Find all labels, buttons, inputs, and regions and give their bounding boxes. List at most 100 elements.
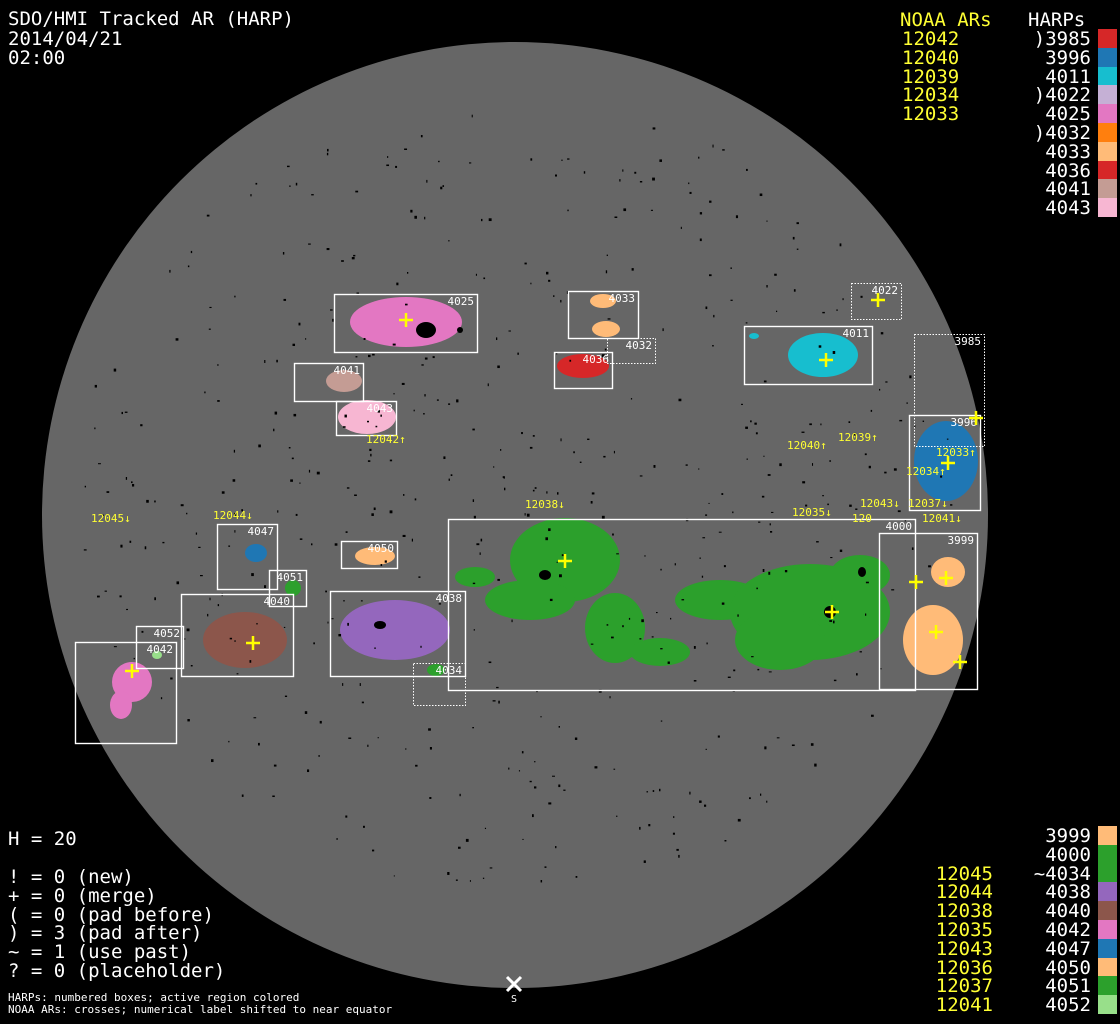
harp-box: 4042 bbox=[74, 641, 178, 745]
magnetic-spot bbox=[496, 337, 498, 341]
magnetic-spot bbox=[273, 764, 277, 767]
active-region bbox=[903, 605, 963, 675]
magnetic-spot bbox=[284, 695, 288, 697]
magnetic-spot bbox=[448, 478, 450, 481]
magnetic-spot bbox=[859, 651, 862, 653]
active-region bbox=[735, 610, 825, 670]
magnetic-spot bbox=[587, 438, 590, 441]
magnetic-spot bbox=[524, 513, 526, 516]
magnetic-spot bbox=[749, 797, 751, 800]
magnetic-spot bbox=[343, 600, 345, 602]
magnetic-spot bbox=[488, 218, 492, 222]
noaa-list-bottom: 12045 12044 12038 12035 12043 12036 12037 12041 bbox=[936, 827, 993, 1015]
magnetic-spot bbox=[448, 240, 450, 242]
magnetic-spot bbox=[904, 520, 907, 522]
magnetic-spot bbox=[579, 461, 582, 464]
magnetic-spot bbox=[545, 537, 549, 541]
harp-box: 4050 bbox=[340, 540, 399, 570]
magnetic-spot bbox=[488, 661, 492, 664]
noaa-label: 12038↓ bbox=[525, 498, 565, 511]
harp-box-label: 4047 bbox=[248, 525, 275, 538]
magnetic-spot bbox=[405, 303, 408, 306]
magnetic-spot bbox=[483, 277, 486, 280]
magnetic-spot bbox=[689, 791, 691, 795]
noaa-ar-item: 12042 bbox=[902, 28, 960, 50]
magnetic-spot bbox=[648, 824, 651, 827]
magnetic-spot bbox=[722, 149, 725, 151]
noaa-label: 12033↑ bbox=[936, 446, 976, 459]
magnetic-spot bbox=[402, 534, 406, 538]
harp-item: 3996 bbox=[1045, 46, 1091, 69]
magnetic-spot bbox=[764, 746, 767, 750]
magnetic-spot bbox=[670, 617, 672, 620]
south-marker: S bbox=[505, 975, 523, 1005]
magnetic-spot bbox=[755, 432, 758, 435]
active-region bbox=[110, 691, 132, 719]
magnetic-spot bbox=[493, 466, 495, 468]
noaa-cross-icon bbox=[825, 605, 839, 619]
magnetic-spot bbox=[678, 398, 682, 402]
noaa-cross-icon bbox=[909, 575, 923, 589]
magnetic-spot bbox=[217, 604, 220, 607]
sunspot bbox=[416, 322, 436, 338]
magnetic-spot bbox=[856, 673, 858, 676]
active-region bbox=[749, 333, 759, 339]
sunspot bbox=[374, 621, 386, 629]
harp-item: 4040 bbox=[1045, 900, 1091, 923]
magnetic-spot bbox=[650, 209, 653, 211]
magnetic-spot bbox=[209, 597, 211, 601]
magnetic-spot bbox=[234, 512, 236, 516]
magnetic-spot bbox=[702, 537, 706, 539]
magnetic-spot bbox=[928, 565, 931, 568]
magnetic-spot bbox=[389, 510, 393, 514]
harp-color-swatch bbox=[1098, 47, 1117, 67]
magnetic-spot bbox=[591, 492, 595, 495]
harp-box-label: 4042 bbox=[147, 643, 174, 656]
magnetic-spot bbox=[473, 515, 476, 519]
magnetic-spot bbox=[693, 680, 697, 682]
magnetic-spot bbox=[421, 364, 424, 366]
magnetic-spot bbox=[288, 447, 291, 449]
magnetic-spot bbox=[206, 214, 210, 217]
magnetic-spot bbox=[132, 484, 135, 487]
harp-box: 4041 bbox=[293, 362, 365, 403]
magnetic-spot bbox=[426, 179, 428, 183]
harp-color-swatch bbox=[1098, 141, 1117, 161]
magnetic-spot bbox=[563, 789, 566, 791]
magnetic-spot bbox=[363, 825, 365, 828]
magnetic-spot bbox=[609, 696, 611, 699]
magnetic-spot bbox=[374, 647, 376, 649]
magnetic-spot bbox=[758, 521, 761, 523]
magnetic-spot bbox=[848, 421, 851, 423]
magnetic-spot bbox=[613, 450, 615, 454]
harp-box-label: 4041 bbox=[334, 364, 361, 377]
magnetic-spot bbox=[393, 875, 395, 877]
magnetic-spot bbox=[295, 513, 298, 516]
magnetic-spot bbox=[622, 169, 624, 172]
harp-color-swatch bbox=[1098, 976, 1117, 996]
magnetic-spot bbox=[264, 360, 266, 363]
magnetic-spot bbox=[423, 413, 425, 415]
magnetic-spot bbox=[810, 743, 814, 746]
magnetic-spot bbox=[319, 720, 322, 724]
magnetic-spot bbox=[356, 292, 360, 296]
active-region bbox=[931, 557, 965, 587]
magnetic-spot bbox=[793, 289, 796, 292]
magnetic-spot bbox=[361, 701, 364, 704]
harp-box-label: 4043 bbox=[367, 402, 394, 415]
magnetic-spot bbox=[708, 502, 710, 504]
magnetic-spot bbox=[120, 544, 123, 548]
noaa-ar-item: 12041 bbox=[935, 994, 993, 1017]
magnetic-spot bbox=[482, 877, 485, 879]
magnetic-spot bbox=[812, 463, 814, 466]
active-region bbox=[914, 421, 978, 501]
harp-box-label: 4032 bbox=[626, 339, 653, 352]
magnetic-spot bbox=[180, 504, 184, 507]
magnetic-spot bbox=[438, 603, 442, 605]
magnetic-spot bbox=[688, 182, 690, 185]
magnetic-spot bbox=[384, 560, 387, 563]
note-harps: HARPs: numbered boxes; active region col… bbox=[8, 991, 300, 1004]
magnetic-spot bbox=[448, 403, 451, 405]
magnetic-spot bbox=[762, 569, 765, 572]
stat-line: ~ = 1 (use past) bbox=[8, 941, 192, 964]
